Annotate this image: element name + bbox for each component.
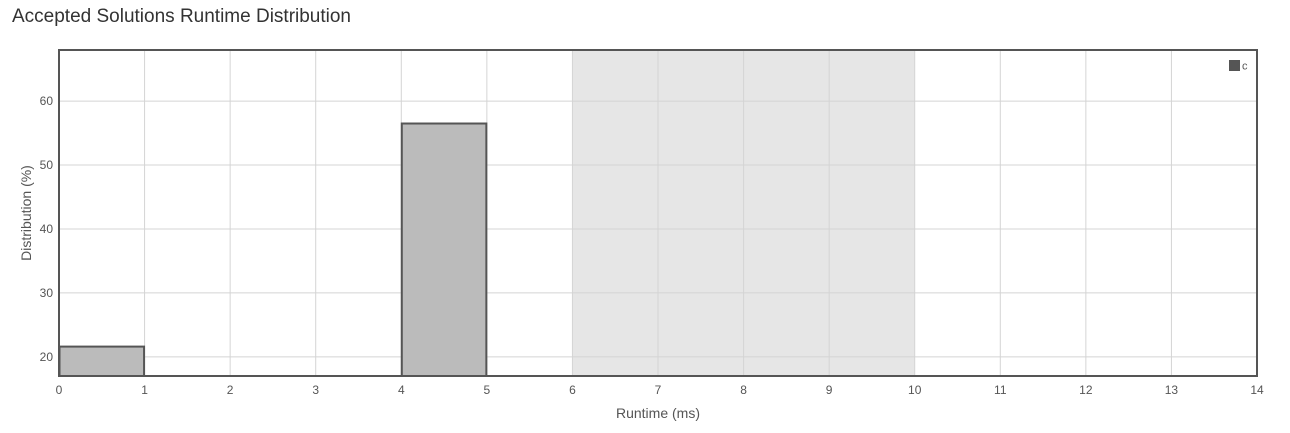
histogram-bar	[400, 122, 488, 377]
y-tick-label: 40	[40, 222, 54, 236]
x-tick-label: 4	[398, 383, 405, 397]
legend-swatch	[1229, 60, 1240, 71]
x-tick-label: 0	[56, 383, 63, 397]
x-tick-label: 6	[569, 383, 576, 397]
x-tick-label: 3	[312, 383, 319, 397]
x-tick-label: 9	[826, 383, 833, 397]
plot-frame	[58, 49, 1258, 377]
y-tick-label: 30	[40, 286, 54, 300]
x-axis-title: Runtime (ms)	[616, 405, 700, 421]
x-tick-label: 1	[141, 383, 148, 397]
x-tick-label: 12	[1079, 383, 1093, 397]
x-tick-label: 11	[994, 383, 1007, 397]
x-tick-label: 8	[740, 383, 747, 397]
y-tick-label: 20	[40, 350, 54, 364]
x-tick-label: 5	[484, 383, 491, 397]
y-tick-label: 50	[40, 158, 54, 172]
legend-label: c	[1242, 61, 1248, 73]
x-tick-label: 7	[655, 383, 662, 397]
y-axis-title: Distribution (%)	[18, 165, 34, 261]
x-tick-label: 13	[1165, 383, 1179, 397]
y-tick-label: 60	[40, 94, 54, 108]
page-title: Accepted Solutions Runtime Distribution	[12, 6, 352, 27]
histogram-bar	[58, 345, 146, 377]
x-tick-label: 2	[227, 383, 234, 397]
x-tick-label: 10	[908, 383, 922, 397]
x-tick-label: 14	[1250, 383, 1264, 397]
